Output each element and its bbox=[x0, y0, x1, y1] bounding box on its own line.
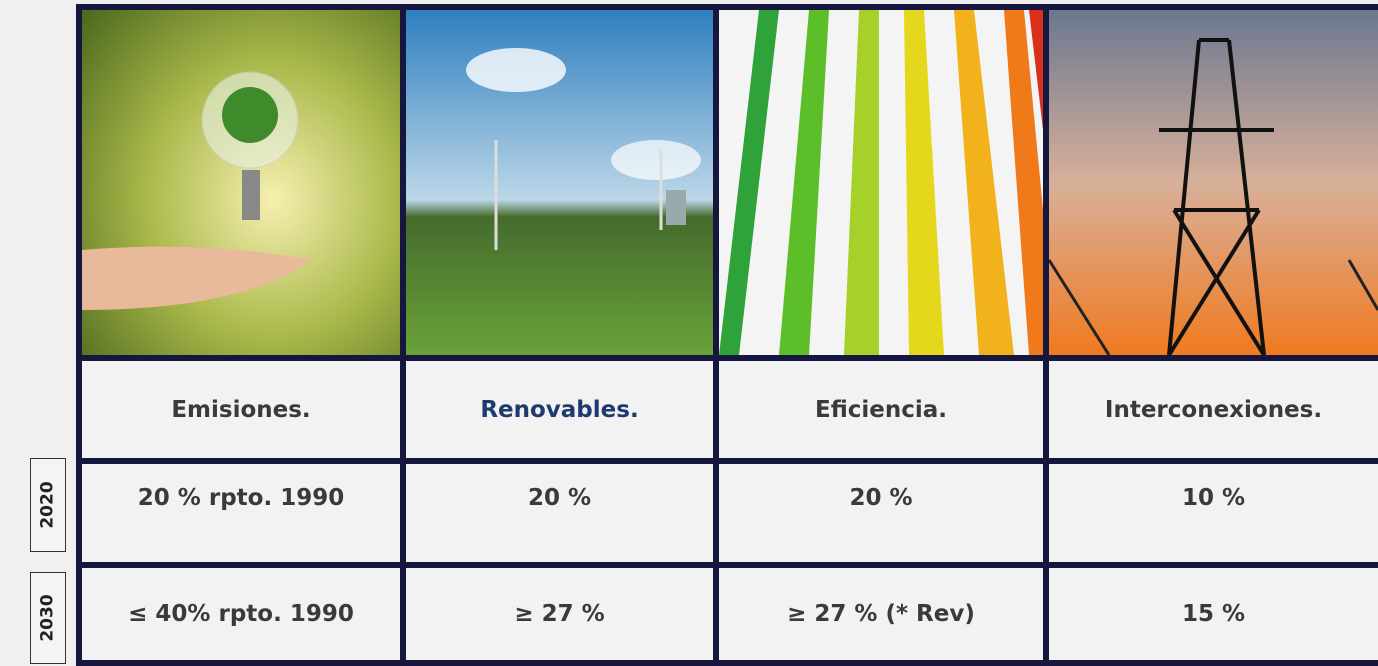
table-cell: 15 % bbox=[1049, 568, 1378, 660]
image-renovables bbox=[406, 10, 713, 355]
illustration bbox=[406, 10, 713, 355]
image-eficiencia bbox=[719, 10, 1043, 355]
image-emisiones bbox=[82, 10, 400, 355]
page: Emisiones. Renovables. Eficiencia. Inter… bbox=[0, 0, 1378, 666]
illustration bbox=[719, 10, 1043, 355]
table-cell: 10 % bbox=[1049, 464, 1378, 562]
row-label: 2020 bbox=[38, 481, 58, 528]
row-label-box: 2020 bbox=[30, 458, 66, 552]
table-cell: 20 % rpto. 1990 bbox=[82, 464, 400, 562]
table-cell: 20 % bbox=[406, 464, 713, 562]
table-cell: ≥ 27 % bbox=[406, 568, 713, 660]
column-header: Renovables. bbox=[406, 361, 713, 458]
row-label: 2030 bbox=[38, 594, 58, 641]
column-header: Emisiones. bbox=[82, 361, 400, 458]
table-cell: ≤ 40% rpto. 1990 bbox=[82, 568, 400, 660]
column-header: Interconexiones. bbox=[1049, 361, 1378, 458]
table-cell: 20 % bbox=[719, 464, 1043, 562]
image-interconexiones bbox=[1049, 10, 1378, 355]
row-label-box: 2030 bbox=[30, 572, 66, 664]
table-cell: ≥ 27 % (* Rev) bbox=[719, 568, 1043, 660]
column-header: Eficiencia. bbox=[719, 361, 1043, 458]
illustration bbox=[82, 10, 400, 355]
illustration bbox=[1049, 10, 1378, 355]
